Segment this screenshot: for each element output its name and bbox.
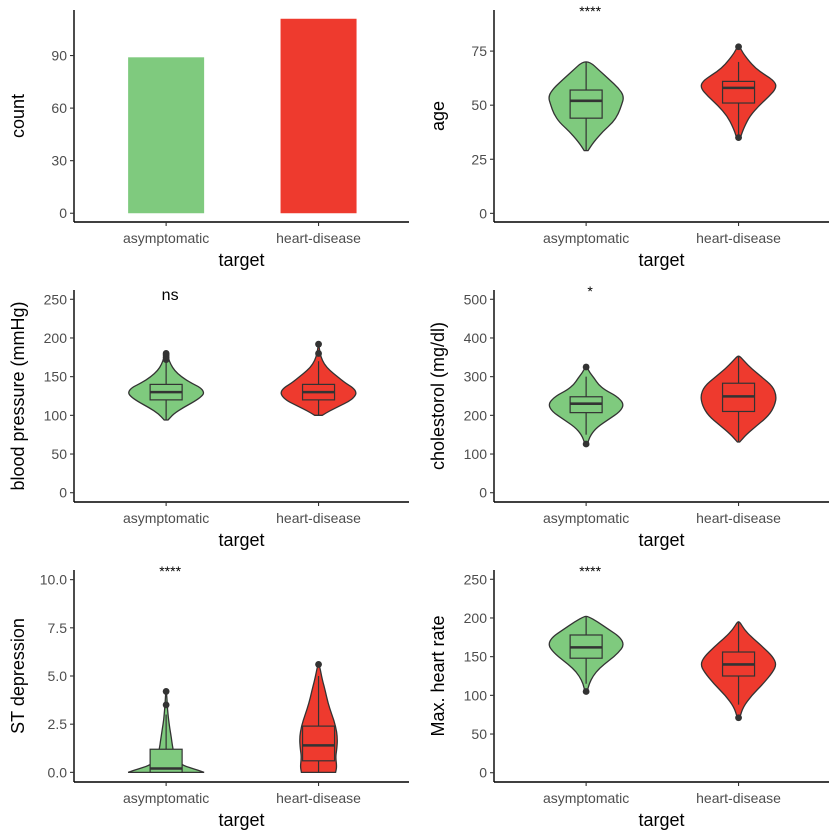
outlier-point (162, 350, 170, 357)
outlier-point (162, 701, 170, 709)
panel-count: 0 30 60 90 asymptomatic heart-disease target co… (8, 10, 409, 270)
outlier-point (582, 363, 590, 371)
outlier-point (735, 134, 742, 142)
outlier-point (162, 688, 170, 695)
y-tick-label: 10.0 (40, 572, 67, 588)
x-tick-label: asymptomatic (123, 230, 209, 246)
y-axis-title: cholestorol (mg/dl) (428, 322, 448, 470)
y-tick-label: 25 (471, 151, 487, 167)
y-tick-label: 250 (464, 571, 488, 587)
x-axis-title: target (638, 530, 684, 550)
y-tick-label: 0 (59, 205, 67, 221)
y-tick-label: 250 (44, 291, 68, 307)
panel-bp: 0 50 100 150 200 250 asymptomatic heart-disease… (8, 287, 409, 550)
x-tick-label: heart-disease (276, 230, 361, 246)
y-tick-label: 150 (464, 649, 488, 665)
y-tick-label: 200 (464, 610, 488, 626)
outlier-point (582, 440, 590, 448)
x-tick-label: asymptomatic (123, 510, 209, 526)
y-tick-label: 2.5 (48, 716, 68, 732)
significance-label: **** (159, 563, 181, 579)
outlier-point (315, 661, 322, 668)
panel-hr: 0 50 100 150 200 250 asymptomatic heart-disease… (428, 563, 829, 830)
y-tick-label: 0.0 (48, 764, 68, 780)
x-axis-title: target (638, 810, 684, 830)
y-tick-label: 30 (51, 153, 67, 169)
panel-age: 0 25 50 75 asymptomatic heart-disease target ag… (428, 3, 829, 270)
x-axis-title: target (638, 250, 684, 270)
y-tick-label: 50 (51, 446, 67, 462)
box-heart-disease (721, 80, 756, 104)
y-tick-label: 0 (479, 485, 487, 501)
y-tick-label: 60 (51, 100, 67, 116)
y-tick-label: 100 (464, 446, 488, 462)
x-tick-label: heart-disease (696, 230, 781, 246)
y-axis-title: age (428, 101, 448, 131)
significance-label: **** (579, 563, 601, 579)
y-tick-label: 0 (479, 205, 487, 221)
outlier-point (582, 688, 590, 695)
box-heart-disease (301, 725, 336, 762)
y-axis-title: ST depression (8, 618, 28, 734)
x-tick-label: heart-disease (276, 510, 361, 526)
outlier-point (735, 714, 742, 722)
y-tick-label: 75 (471, 43, 487, 59)
y-tick-label: 500 (464, 291, 488, 307)
y-tick-label: 90 (51, 48, 67, 64)
box-asymptomatic (569, 89, 603, 119)
y-tick-label: 100 (464, 687, 488, 703)
outlier-point (315, 340, 322, 348)
y-tick-label: 50 (471, 726, 487, 742)
bar-asymptomatic (128, 57, 205, 214)
significance-label: **** (579, 3, 601, 19)
outlier-point (735, 43, 742, 51)
x-axis-title: target (218, 530, 264, 550)
significance-label: ns (162, 287, 179, 304)
x-tick-label: heart-disease (696, 790, 781, 806)
y-tick-label: 7.5 (48, 620, 68, 636)
x-tick-label: asymptomatic (123, 790, 209, 806)
y-tick-label: 200 (464, 407, 488, 423)
y-tick-label: 300 (464, 369, 488, 385)
y-tick-label: 50 (471, 97, 487, 113)
y-tick-label: 400 (464, 330, 488, 346)
outlier-point (315, 350, 322, 357)
y-tick-label: 150 (44, 369, 68, 385)
y-tick-label: 0 (479, 765, 487, 781)
y-axis-title: count (8, 94, 28, 138)
y-tick-label: 0 (59, 485, 67, 501)
x-tick-label: asymptomatic (543, 510, 629, 526)
x-tick-label: heart-disease (276, 790, 361, 806)
bar-heart-disease (280, 18, 357, 214)
panel-chol: 0 100 200 300 400 500 asymptomatic heart-diseas… (428, 283, 829, 550)
box-asymptomatic (149, 748, 183, 773)
x-axis-title: target (218, 810, 264, 830)
y-tick-label: 200 (44, 330, 68, 346)
x-tick-label: asymptomatic (543, 230, 629, 246)
y-axis-title: Max. heart rate (428, 615, 448, 736)
panel-st: 0.0 2.5 5.0 7.5 10.0 asymptomatic heart-diseas… (8, 563, 409, 830)
x-tick-label: asymptomatic (543, 790, 629, 806)
y-tick-label: 100 (44, 407, 68, 423)
y-tick-label: 5.0 (48, 668, 68, 684)
y-axis-title: blood pressure (mmHg) (8, 301, 28, 490)
x-axis-title: target (218, 250, 264, 270)
significance-label: * (587, 283, 593, 299)
x-tick-label: heart-disease (696, 510, 781, 526)
